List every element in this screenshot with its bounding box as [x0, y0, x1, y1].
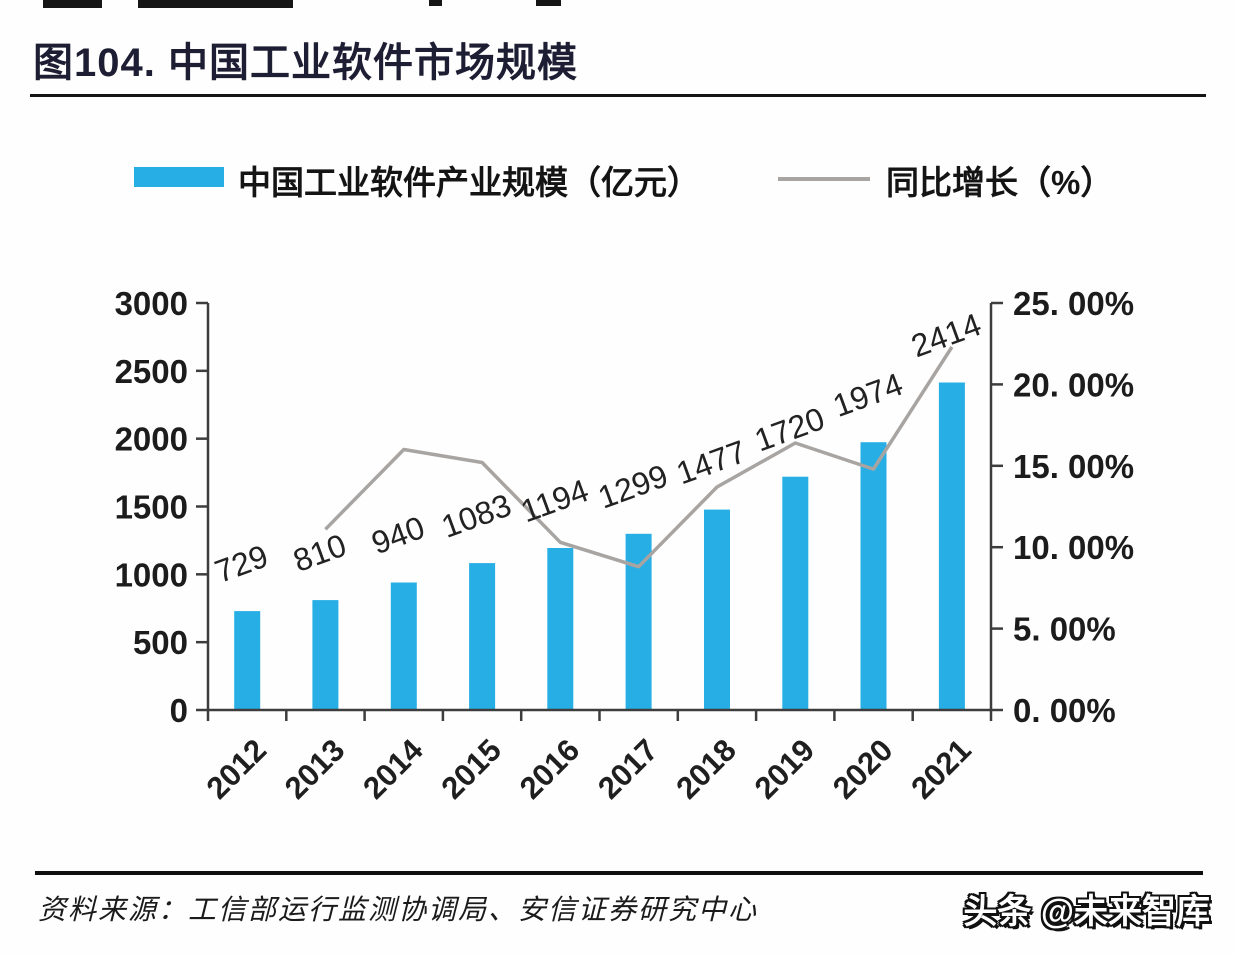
bar-value-label: 1477: [672, 433, 751, 491]
footer-divider: [35, 871, 1203, 875]
x-tick-label: 2019: [748, 732, 822, 806]
left-axis-tick-label: 0: [170, 692, 188, 729]
x-tick-label: 2021: [904, 732, 978, 806]
bar-value-label: 810: [288, 527, 350, 579]
growth-line: [324, 346, 954, 569]
page-crop-artifact: [536, 0, 561, 6]
legend-bar-swatch: [134, 167, 224, 187]
x-tick-label: 2017: [591, 732, 665, 806]
bar-value-label: 1974: [828, 366, 907, 424]
bar-2014: [390, 582, 417, 710]
right-axis-tick-label: 20. 00%: [1013, 366, 1134, 403]
bar-2020: [860, 442, 887, 710]
page-crop-artifact: [429, 0, 442, 6]
bar-2017: [625, 533, 652, 710]
right-axis-tick-label: 10. 00%: [1013, 529, 1134, 566]
x-tick-label: 2012: [200, 732, 274, 806]
source-text: 资料来源：工信部运行监测协调局、安信证券研究中心: [38, 895, 759, 926]
right-axis-tick-label: 5. 00%: [1013, 611, 1116, 648]
page-crop-artifact: [138, 0, 293, 8]
x-tick-label: 2013: [278, 732, 352, 806]
bar-value-label: 1083: [437, 487, 516, 545]
x-tick-label: 2016: [513, 732, 587, 806]
right-axis-tick-label: 25. 00%: [1013, 285, 1134, 322]
page-crop-artifact: [43, 0, 102, 8]
legend-line-label: 同比增长（%）: [886, 164, 1114, 201]
left-axis-tick-label: 1500: [115, 489, 188, 526]
right-axis-tick-label: 0. 00%: [1013, 692, 1116, 729]
bar-2016: [547, 548, 574, 710]
bar-2018: [704, 509, 730, 710]
bar-value-label: 1194: [516, 472, 593, 529]
title-divider: [30, 94, 1206, 97]
left-axis-tick-label: 1000: [115, 556, 188, 593]
left-axis-tick-label: 3000: [115, 285, 188, 322]
left-axis-tick-label: 500: [133, 624, 188, 661]
right-axis-tick-label: 15. 00%: [1013, 448, 1134, 485]
watermark-text: 头条 @未来智库: [963, 893, 1210, 931]
left-axis-tick-label: 2500: [115, 353, 188, 390]
bar-value-label: 1299: [593, 457, 672, 515]
x-tick-label: 2014: [356, 732, 430, 806]
x-tick-label: 2020: [826, 732, 900, 806]
figure-title: 图104. 中国工业软件市场规模: [33, 41, 578, 85]
bar-value-label: 940: [367, 509, 429, 561]
bar-2013: [312, 600, 339, 710]
bar-value-label: 729: [210, 538, 272, 590]
legend-line-swatch: [778, 177, 870, 181]
bar-2015: [469, 563, 496, 710]
left-axis-tick-label: 2000: [115, 421, 188, 458]
x-tick-label: 2018: [669, 732, 743, 806]
bar-2019: [782, 476, 809, 710]
bar-2012: [234, 611, 261, 710]
bar-2021: [938, 382, 965, 710]
x-tick-label: 2015: [434, 732, 508, 806]
legend-bar-label: 中国工业软件产业规模（亿元）: [238, 164, 700, 201]
